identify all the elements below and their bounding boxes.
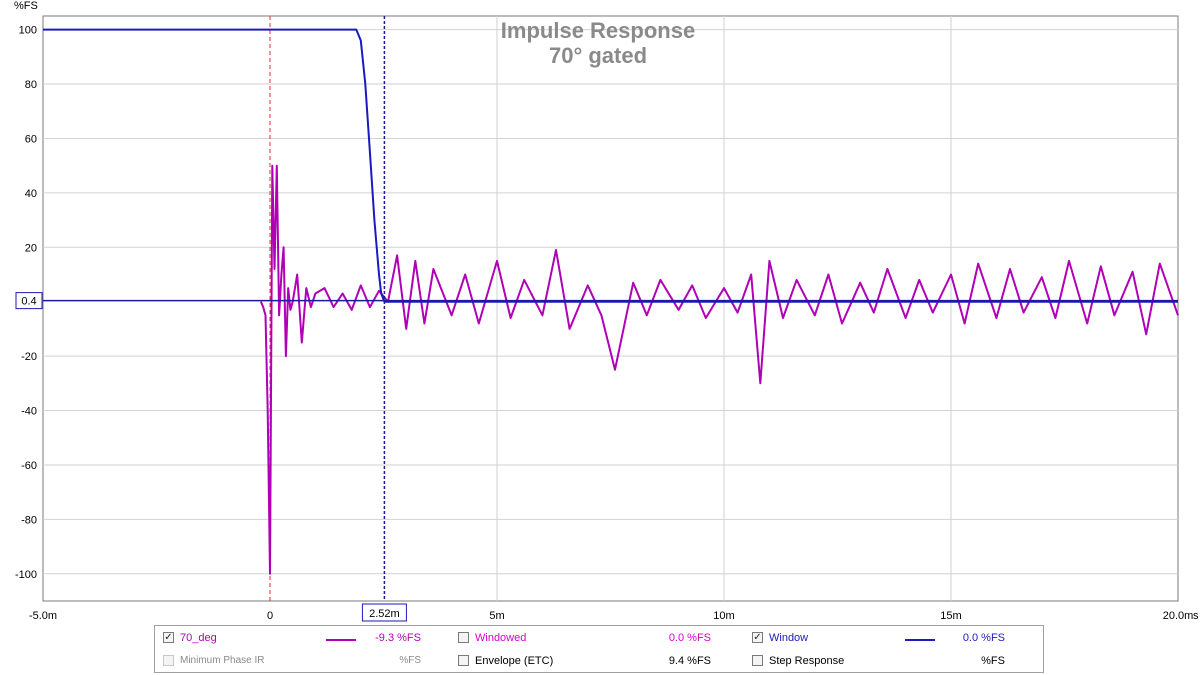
checkbox-envelope-etc[interactable] — [458, 655, 469, 666]
legend-value: %FS — [981, 655, 1005, 667]
legend-item-windowed[interactable]: Windowed 0.0 %FS — [458, 629, 738, 649]
series-layer — [43, 28, 1179, 575]
legend-label: 70_deg — [180, 632, 217, 644]
plot-area[interactable] — [42, 15, 1179, 602]
impulse-response-chart[interactable]: 2.52m 0.4 100 80 60 40 20 -20 -40 -60 -80 -100 -5.0… — [0, 0, 1200, 625]
legend-value: -9.3 %FS — [375, 632, 421, 644]
y-tick-label: 100 — [19, 25, 37, 37]
checkbox-minimum-phase-ir — [163, 655, 174, 666]
y-tick-label: -40 — [21, 406, 37, 418]
line-swatch — [905, 639, 935, 641]
cursor-x-readout-box — [361, 603, 407, 622]
legend-label: Minimum Phase IR — [180, 655, 265, 666]
line-swatch — [326, 639, 356, 641]
x-tick-label: 15m — [940, 610, 961, 622]
legend-item-70-deg[interactable]: ✓ 70_deg -9.3 %FS — [163, 629, 443, 649]
legend-label: Window — [769, 632, 809, 644]
legend-label: Step Response — [769, 655, 845, 667]
y-tick-label: -60 — [21, 460, 37, 472]
legend-label: Windowed — [475, 632, 527, 644]
legend-item-minimum-phase-ir: Minimum Phase IR %FS — [163, 652, 443, 672]
y-axis-title: %FS — [14, 0, 38, 12]
x-tick-label: 0 — [267, 610, 273, 622]
checkbox-window[interactable]: ✓ — [752, 632, 763, 643]
chart-title: Impulse Response — [501, 18, 695, 43]
checkbox-70-deg[interactable]: ✓ — [163, 632, 174, 643]
y-tick-label: 60 — [25, 133, 37, 145]
checkbox-step-response[interactable] — [752, 655, 763, 666]
x-axis-unit: s — [1193, 610, 1199, 622]
legend-item-envelope-etc[interactable]: Envelope (ETC) 9.4 %FS — [458, 652, 738, 672]
legend-value: 9.4 %FS — [668, 655, 711, 667]
cursor-x-readout: 2.52m — [369, 608, 400, 620]
y-tick-label: 40 — [25, 188, 37, 200]
chart-subtitle: 70° gated — [549, 43, 647, 68]
y-tick-label: -20 — [21, 351, 37, 363]
series-line-window — [43, 28, 1178, 303]
cursor-y-readout-box — [15, 292, 43, 310]
x-tick-label: 5m — [489, 610, 504, 622]
cursor-layer[interactable]: 2.52m 0.4 — [15, 16, 1178, 622]
legend-value: %FS — [399, 655, 421, 666]
y-tick-label: 20 — [25, 242, 37, 254]
series-line-70-deg — [259, 164, 1179, 575]
cursor-y-readout: 0.4 — [21, 296, 36, 308]
legend-value: 0.0 %FS — [668, 632, 711, 644]
y-tick-label: -100 — [15, 569, 37, 581]
grid-lines — [43, 16, 1178, 601]
y-tick-label: 80 — [25, 79, 37, 91]
legend-item-step-response[interactable]: Step Response %FS — [752, 652, 1032, 672]
x-tick-label: -5.0m — [29, 610, 57, 622]
legend-label: Envelope (ETC) — [475, 655, 554, 667]
axis-labels: 100 80 60 40 20 -20 -40 -60 -80 -100 -5.0m 0 5m 10m 15… — [15, 25, 1193, 622]
legend-panel: ✓ 70_deg -9.3 %FS Windowed 0.0 %FS ✓ Win… — [154, 625, 1044, 673]
checkbox-windowed[interactable] — [458, 632, 469, 643]
x-tick-label: 10m — [713, 610, 734, 622]
x-tick-label: 20.0m — [1163, 610, 1194, 622]
legend-item-window[interactable]: ✓ Window 0.0 %FS — [752, 629, 1032, 649]
y-tick-label: -80 — [21, 514, 37, 526]
legend-value: 0.0 %FS — [962, 632, 1005, 644]
